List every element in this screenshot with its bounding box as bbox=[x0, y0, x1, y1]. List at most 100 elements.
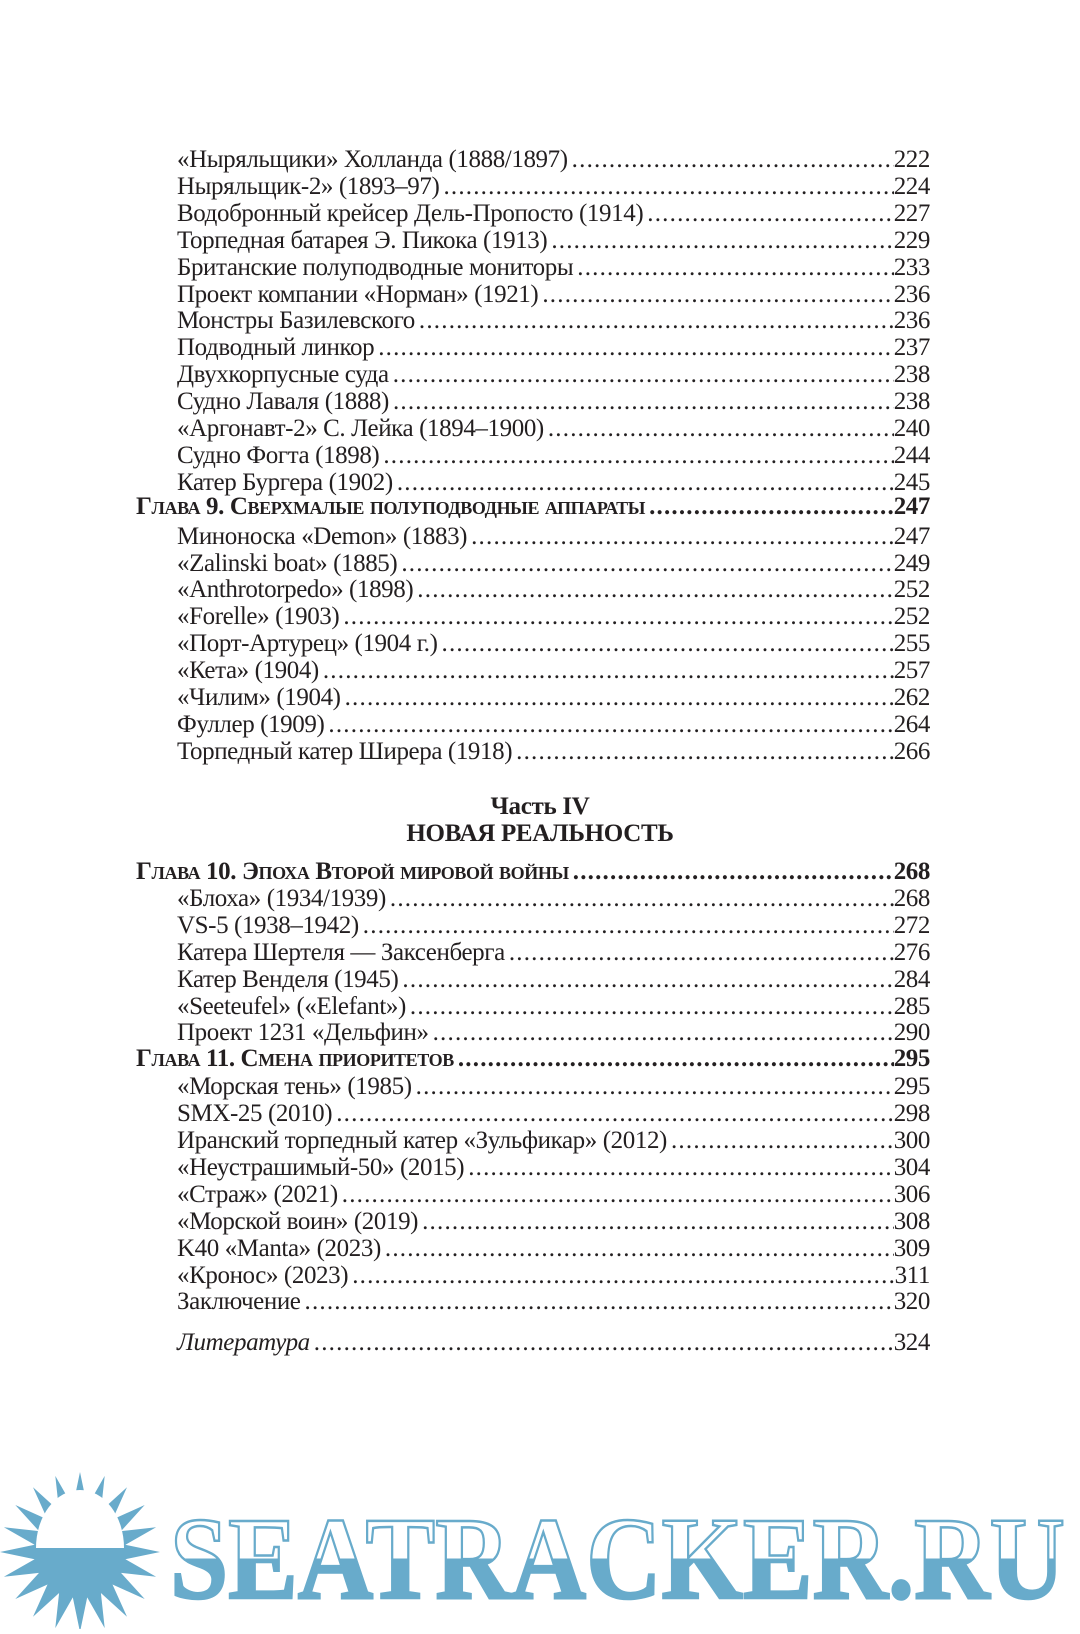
dot-leader bbox=[352, 1262, 894, 1289]
dot-leader bbox=[402, 966, 893, 993]
entry-title: «Ныряльщики» Холланда (1888/1897) bbox=[177, 146, 568, 173]
entry-page: 229 bbox=[893, 226, 931, 254]
entry-page: 290 bbox=[893, 1019, 931, 1047]
dot-leader bbox=[577, 254, 893, 281]
toc-entry: Ныряльщик-2» (1893–97) 224 bbox=[177, 173, 930, 200]
dot-leader bbox=[443, 173, 893, 200]
entry-page: 224 bbox=[893, 172, 931, 200]
entry-title: «Seeteufel» («Elefant») bbox=[177, 992, 406, 1020]
entry-title: Британские полуподводные мониторы bbox=[177, 253, 574, 281]
toc-entry: VS-5 (1938–1942) 272 bbox=[177, 912, 930, 939]
dot-leader bbox=[649, 493, 894, 520]
toc-entry: K40 «Manta» (2023) 309 bbox=[177, 1235, 930, 1262]
part-label: Часть IV bbox=[490, 793, 590, 820]
toc-entry: Миноноска «Demon» (1883) 247 bbox=[177, 523, 930, 550]
dot-leader bbox=[410, 993, 894, 1020]
entry-page: 300 bbox=[893, 1127, 931, 1154]
entry-title: «Аргонавт-2» С. Лейка (1894–1900) bbox=[177, 415, 544, 442]
toc-entry: Британские полуподводные мониторы 233 bbox=[177, 254, 930, 281]
toc-entry: «Морская тень» (1985) 295 bbox=[177, 1073, 930, 1100]
entry-page: 262 bbox=[893, 684, 931, 711]
dot-leader bbox=[471, 523, 894, 550]
entry-title: Глава 11. Смена приоритетов bbox=[136, 1045, 454, 1073]
toc-entry: «Порт-Артурец» (1904 г.) 255 bbox=[177, 630, 930, 657]
dot-leader bbox=[383, 442, 893, 469]
dot-leader bbox=[509, 939, 894, 966]
entry-page: 264 bbox=[893, 710, 931, 738]
entry-page: 244 bbox=[893, 441, 931, 469]
entry-page: 252 bbox=[893, 603, 931, 631]
entry-page: 311 bbox=[894, 1261, 931, 1289]
toc-entry: Монстры Базилевского 236 bbox=[177, 307, 930, 334]
toc-entry: «Кронос» (2023) 311 bbox=[177, 1262, 930, 1289]
entry-title: «Кета» (1904) bbox=[177, 657, 319, 685]
entry-page: 236 bbox=[893, 307, 931, 335]
entry-page: 304 bbox=[893, 1153, 931, 1181]
dot-leader bbox=[573, 858, 894, 885]
toc-entry: Водобронный крейсер Дель-Пропосто (1914)… bbox=[177, 200, 930, 227]
entry-page: 240 bbox=[893, 415, 931, 442]
entry-page: 284 bbox=[893, 965, 931, 993]
toc-entry: «Страж» (2021) 306 bbox=[177, 1181, 930, 1208]
dot-leader bbox=[548, 415, 894, 442]
toc-entry: «Ныряльщики» Холланда (1888/1897) 222 bbox=[177, 146, 930, 173]
entry-page: 238 bbox=[893, 361, 931, 389]
entry-page: 272 bbox=[893, 911, 931, 939]
toc-entry: Торпедная батарея Э. Пикока (1913) 229 bbox=[177, 227, 930, 254]
entry-page: 245 bbox=[893, 468, 931, 496]
dot-leader bbox=[314, 1329, 894, 1356]
entry-page: 222 bbox=[893, 146, 931, 173]
dot-leader bbox=[345, 684, 894, 711]
entry-title: Торпедный катер Ширера (1918) bbox=[177, 737, 513, 765]
dot-leader bbox=[378, 334, 893, 361]
entry-title: Глава 10. Эпоха Второй мировой войны bbox=[136, 858, 569, 885]
entry-title: Проект компании «Норман» (1921) bbox=[177, 280, 539, 308]
toc-entry: «Anthrotorpedo» (1898) 252 bbox=[177, 576, 930, 603]
dot-leader bbox=[305, 1288, 894, 1315]
entry-page: 298 bbox=[893, 1100, 931, 1128]
dot-leader bbox=[671, 1127, 894, 1154]
dot-leader bbox=[458, 1045, 894, 1072]
entry-title: «Zalinski boat» (1885) bbox=[177, 549, 398, 577]
chapter-entry: Глава 9. Сверхмалые полуподводные аппара… bbox=[136, 493, 930, 520]
dot-leader bbox=[422, 1208, 894, 1235]
entry-title: Судно Лаваля (1888) bbox=[177, 388, 389, 416]
dot-leader bbox=[416, 1073, 894, 1100]
entry-page: 309 bbox=[893, 1234, 931, 1262]
entry-page: 324 bbox=[893, 1329, 931, 1357]
entry-page: 249 bbox=[893, 549, 931, 577]
entry-title: Глава 9. Сверхмалые полуподводные аппара… bbox=[136, 492, 646, 520]
entry-title: Миноноска «Demon» (1883) bbox=[177, 522, 468, 550]
toc-entry: Судно Фогта (1898) 244 bbox=[177, 442, 930, 469]
entry-title: «Чилим» (1904) bbox=[177, 684, 341, 711]
toc-entry: Проект компании «Норман» (1921) 236 bbox=[177, 281, 930, 308]
toc-entry: Проект 1231 «Дельфин» 290 bbox=[177, 1019, 930, 1046]
entry-page: 255 bbox=[893, 630, 931, 658]
dot-leader bbox=[390, 885, 894, 912]
sun-icon bbox=[0, 1472, 160, 1632]
dot-leader bbox=[647, 200, 893, 227]
dot-leader bbox=[433, 1019, 894, 1046]
dot-leader bbox=[419, 307, 894, 334]
entry-page: 276 bbox=[893, 938, 931, 966]
toc-entry: «Seeteufel» («Elefant») 285 bbox=[177, 993, 930, 1020]
entry-title: «Кронос» (2023) bbox=[177, 1261, 349, 1289]
entry-page: 306 bbox=[893, 1180, 931, 1208]
entry-title: Водобронный крейсер Дель-Пропосто (1914) bbox=[177, 199, 644, 227]
entry-title: Иранский торпедный катер «Зульфикар» (20… bbox=[177, 1127, 667, 1154]
entry-page: 227 bbox=[893, 199, 931, 227]
entry-title: Подводный линкор bbox=[177, 334, 375, 362]
toc-entry: «Forelle» (1903) 252 bbox=[177, 603, 930, 630]
entry-title: «Forelle» (1903) bbox=[177, 603, 340, 631]
entry-page: 257 bbox=[893, 657, 931, 685]
chapter-entry: Глава 11. Смена приоритетов 295 bbox=[136, 1045, 930, 1072]
toc-entry: «Zalinski boat» (1885) 249 bbox=[177, 550, 930, 577]
entry-title: Катер Венделя (1945) bbox=[177, 965, 399, 993]
toc-entry: «Морской воин» (2019) 308 bbox=[177, 1208, 930, 1235]
toc-entry: Фуллер (1909) 264 bbox=[177, 711, 930, 738]
toc-entry: Судно Лаваля (1888) 238 bbox=[177, 388, 930, 415]
dot-leader bbox=[385, 1235, 894, 1262]
toc-entry: Подводный линкор 237 bbox=[177, 334, 930, 361]
toc-entry: Двухкорпусные суда 238 bbox=[177, 361, 930, 388]
entry-page: 308 bbox=[893, 1207, 931, 1235]
